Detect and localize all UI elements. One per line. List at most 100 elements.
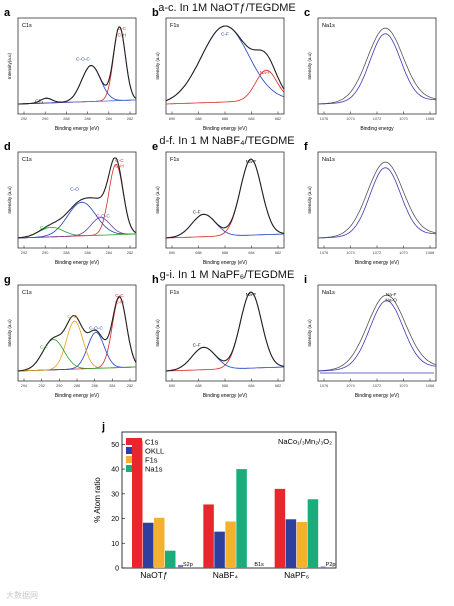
legend-label: F1s [145,456,158,465]
x-tick-label: 1076 [320,251,328,255]
component-peak [318,161,437,239]
bar [214,531,225,568]
x-axis-label: Binding energy (eV) [55,260,100,266]
x-tick-label: 1068 [426,384,434,388]
panel-letter: e [152,141,158,153]
x-tick-label: 292 [21,251,27,255]
extra-bar [320,566,326,568]
panel-letter: i [304,274,307,286]
y-axis-label: Intensity(a.u) [7,52,12,79]
x-tick-label: 686 [222,251,228,255]
spectrum-panel-i: i Na1s Binding energy (eV) Intensity (a.u) 1… [304,274,437,399]
x-tick-label: 690 [169,251,175,255]
header-d-f: d-f. In 1 M NaBF₄/TEGDME [159,135,295,147]
x-tick-label: 292 [21,117,27,121]
envelope-curve [17,157,137,239]
bar [225,521,236,568]
plot-frame [17,17,137,115]
x-tick-label: 288 [74,384,80,388]
x-tick-label: 1070 [399,384,407,388]
peak-label: C-F [40,345,48,351]
x-tick-label: 290 [56,384,62,388]
spectrum-label: Na1s [322,23,335,29]
peak-label: C-H [115,164,124,170]
watermark-text: 大数据网 [6,591,38,600]
y-axis-label: Intensity (a.u) [7,186,12,214]
peak-label: Na-F [246,159,257,165]
peak-label: C-O-C [96,214,110,220]
x-tick-label: 682 [275,117,281,121]
x-tick-label: 284 [106,117,112,121]
x-tick-label: 1068 [426,251,434,255]
envelope-curve [165,25,285,102]
x-axis-label: Binding energy (eV) [203,393,248,399]
peak-label: Na-F [386,292,397,298]
component-peak [317,33,436,105]
spectrum-label: C1s [22,290,32,296]
bar-chart-j: j 0 10 20 30 40 50 % Atom ratio NaCo₁/₃Mn₂/₃O₂ C1… [93,421,337,580]
x-tick-label: 1070 [399,251,407,255]
spectrum-panel-h: h F1s Binding energy (eV) Intensity (a.u) 69… [152,274,285,399]
component-peak [317,300,437,372]
y-tick-label: 20 [111,516,119,523]
x-tick-label: 1074 [346,117,354,121]
x-axis-label: Binding energy (eV) [55,393,100,399]
x-axis-label: Binding energy (eV) [203,126,248,132]
bar [203,504,214,568]
xps-spectra-panels: a C1s Binding energy (eV) Intensity(a.u) 292… [4,7,437,399]
extra-bar [178,565,183,568]
spectrum-label: C1s [22,157,32,163]
x-tick-label: 286 [84,251,90,255]
panel-letter: j [101,421,105,433]
bar [165,550,176,568]
spectrum-panel-b: b F1s Binding energy (eV) Intensity (a.u) 69… [152,7,285,132]
x-tick-label: 288 [63,251,69,255]
x-tick-label: 686 [222,117,228,121]
x-tick-label: 292 [38,384,44,388]
peak-label: C-F [221,32,229,38]
x-tick-label: 688 [195,384,201,388]
peak-label: C=O [67,314,77,320]
peak-label: C-H [115,299,124,305]
bar [307,499,319,568]
panel-letter: d [4,141,11,153]
x-tick-label: 294 [21,384,27,388]
peak-label: C-H [118,32,127,38]
extra-bar-label: B1s [254,562,264,568]
spectrum-label: F1s [170,157,179,163]
y-axis-label: % Atom ratio [93,477,102,523]
category-label: NaPF₆ [284,570,309,580]
x-tick-label: 688 [195,251,201,255]
peak-label: Na-O [385,298,397,304]
peak-label: C-O [70,187,79,193]
y-axis-label: Intensity (a.u) [155,319,160,347]
category-label: NaBF₄ [213,570,239,580]
x-tick-label: 688 [195,117,201,121]
y-axis-label: Intensity (a.u) [307,52,312,80]
x-tick-label: 1074 [346,384,354,388]
x-tick-label: 1068 [426,117,434,121]
x-axis-label: Binding energy (eV) [203,260,248,266]
bar [154,517,165,568]
y-axis-label: Intensity (a.u) [155,186,160,214]
x-tick-label: 284 [109,384,115,388]
x-tick-label: 1072 [373,117,381,121]
spectrum-panel-g: g C1s Binding energy (eV) Intensity (a.u) 29… [4,274,137,399]
extra-bar-label: P2p [326,562,336,568]
spectrum-panel-f: f Na1s Binding energy (eV) Intensity (a.u) 1… [304,141,437,266]
panel-letter: a [4,7,11,19]
x-tick-label: 684 [248,251,254,255]
y-tick-label: 10 [111,541,119,548]
peak-label: C-F [193,210,201,216]
y-tick-label: 30 [111,491,119,498]
envelope-curve [165,291,285,372]
x-tick-label: 682 [275,251,281,255]
spectrum-label: Na1s [322,290,335,296]
spectrum-label: F1s [170,290,179,296]
x-tick-label: 1076 [320,117,328,121]
envelope-curve [165,158,285,239]
x-tick-label: 290 [42,251,48,255]
chart-annotation: NaCo₁/₃Mn₂/₃O₂ [278,437,332,446]
x-axis-label: Binding energy (eV) [355,260,400,266]
y-axis-label: Intensity (a.u) [7,319,12,347]
